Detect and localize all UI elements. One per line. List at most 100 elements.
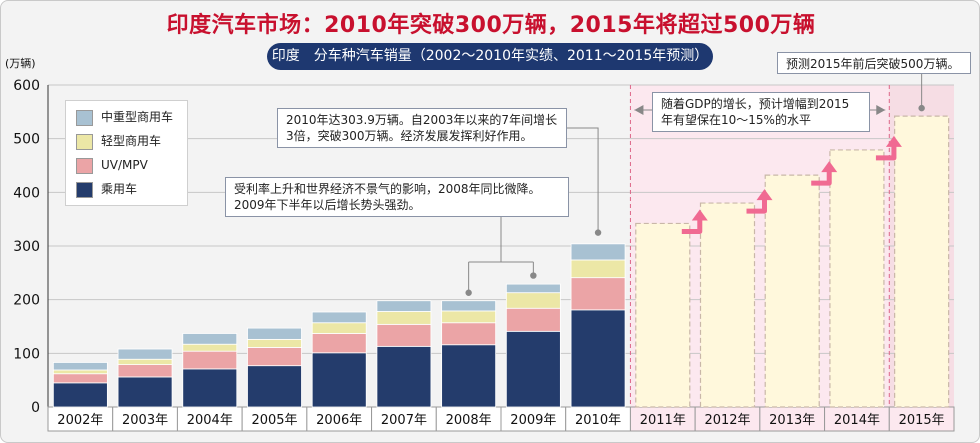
bar-segment-light: [247, 338, 302, 348]
y-tick-label: 500: [13, 132, 40, 148]
legend-label-passenger: 乘用车: [101, 182, 138, 196]
x-tick-label: 2009年: [510, 413, 556, 428]
x-tick-cell: [500, 406, 567, 432]
annotation-2015: 预测2015年前后突破500万辆。: [777, 52, 971, 74]
forecast-bar: [829, 149, 885, 408]
growth-arrow-head: [821, 161, 838, 173]
legend-item-passenger: 乘用车: [76, 180, 137, 198]
bar-segment-light: [52, 369, 108, 375]
annotation-forecast: 随着GDP的增长，预计增幅到2015年有望保在10～15%的水平: [652, 92, 870, 132]
legend-swatch-heavy: [76, 109, 93, 126]
bar-segment-heavy: [441, 300, 497, 312]
bar-segment-uvmpv: [117, 364, 173, 378]
growth-arrow-head: [691, 209, 708, 221]
y-tick-label: 0: [31, 400, 40, 416]
bar-segment-passenger: [117, 376, 173, 408]
x-tick-label: 2005年: [251, 413, 297, 428]
x-tick-cell: [824, 406, 890, 432]
x-tick-label: 2015年: [899, 413, 945, 428]
legend-item-heavy: 中重型商用车: [76, 108, 173, 126]
chart-legend: 中重型商用车 轻型商用车 UV/MPV 乘用车: [65, 100, 188, 206]
bar-segment-light: [182, 343, 238, 352]
y-tick-label: 100: [13, 346, 40, 362]
legend-swatch-uvmpv: [76, 157, 93, 174]
x-tick-label: 2007年: [381, 413, 427, 428]
forecast-bar: [635, 222, 691, 408]
bar-segment-light: [117, 358, 173, 366]
growth-arrow-head: [885, 135, 902, 147]
annotation-2008: 受利率上升和世界经济不景气的影响，2008年同比微降。2009年下半年以后增长势…: [225, 177, 569, 217]
bar-segment-uvmpv: [505, 307, 561, 332]
x-tick-label: 2003年: [122, 413, 168, 428]
legend-label-light: 轻型商用车: [101, 134, 162, 148]
bar-segment-passenger: [247, 365, 302, 408]
bar-segment-passenger: [52, 382, 108, 408]
bar-segment-passenger: [441, 344, 497, 408]
bar-segment-passenger: [376, 345, 432, 408]
growth-arrow: [746, 199, 767, 214]
legend-item-uvmpv: UV/MPV: [76, 156, 148, 174]
leader-line: [468, 217, 534, 293]
bar-segment-heavy: [311, 311, 367, 324]
bar-segment-uvmpv: [52, 373, 108, 384]
x-tick-label: 2014年: [834, 413, 880, 428]
bar-segment-passenger: [182, 368, 238, 408]
bar-segment-heavy: [52, 362, 108, 371]
bar-segment-light: [570, 259, 626, 279]
legend-label-uvmpv: UV/MPV: [101, 158, 148, 172]
y-tick-label: 600: [13, 78, 40, 94]
bar-segment-heavy: [117, 348, 173, 360]
bar-segment-light: [505, 292, 561, 309]
bar-segment-uvmpv: [247, 347, 302, 367]
bar-segment-light: [311, 322, 367, 334]
bar-segment-passenger: [311, 352, 367, 408]
x-tick-cell: [565, 406, 631, 432]
growth-arrow: [875, 145, 897, 161]
x-tick-label: 2011年: [640, 413, 686, 428]
leader-dot: [594, 229, 602, 236]
bar-segment-uvmpv: [376, 323, 432, 347]
bar-segment-heavy: [376, 300, 432, 312]
x-tick-label: 2013年: [769, 413, 815, 428]
x-tick-cell: [47, 406, 114, 432]
x-tick-label: 2006年: [316, 413, 362, 428]
arrow-head-right: [876, 105, 886, 115]
y-tick-label: 300: [13, 239, 40, 255]
x-tick-cell: [629, 406, 696, 432]
y-tick-label: 400: [13, 185, 40, 201]
annotation-2010: 2010年达303.9万辆。自2003年以来的7年间增长3倍，突破300万辆。经…: [277, 108, 567, 148]
bar-segment-uvmpv: [182, 350, 238, 370]
bar-segment-heavy: [570, 243, 626, 261]
bar-segment-uvmpv: [441, 322, 497, 346]
bar-segment-light: [376, 311, 432, 325]
bar-segment-heavy: [505, 283, 561, 294]
bar-segment-uvmpv: [570, 277, 626, 311]
y-axis-unit: (万辆): [5, 56, 36, 70]
x-tick-label: 2012年: [704, 413, 750, 428]
x-tick-label: 2010年: [575, 413, 621, 428]
bar-segment-passenger: [505, 330, 561, 408]
leader-dot: [918, 104, 925, 112]
growth-arrow-head: [756, 189, 773, 201]
leader-dot: [465, 289, 472, 296]
bar-segment-heavy: [182, 333, 238, 345]
x-tick-label: 2008年: [446, 413, 492, 428]
forecast-bar: [764, 174, 820, 408]
x-tick-cell: [888, 406, 955, 432]
legend-swatch-light: [76, 133, 93, 150]
y-tick-label: 200: [13, 293, 40, 309]
chart-subtitle: 印度 分车种汽车销量（2002～2010年实绩、2011～2015年预测）: [267, 43, 713, 70]
leader-line: [567, 127, 599, 233]
bar-segment-heavy: [247, 327, 302, 340]
legend-item-light: 轻型商用车: [76, 132, 161, 150]
bar-segment-light: [441, 310, 497, 324]
legend-swatch-passenger: [76, 181, 93, 198]
forecast-bar: [699, 202, 756, 408]
leader-dot: [530, 272, 537, 279]
growth-arrow: [811, 171, 832, 186]
growth-arrow: [681, 219, 703, 234]
arrow-head-left: [634, 105, 644, 115]
x-tick-label: 2002年: [57, 413, 103, 428]
